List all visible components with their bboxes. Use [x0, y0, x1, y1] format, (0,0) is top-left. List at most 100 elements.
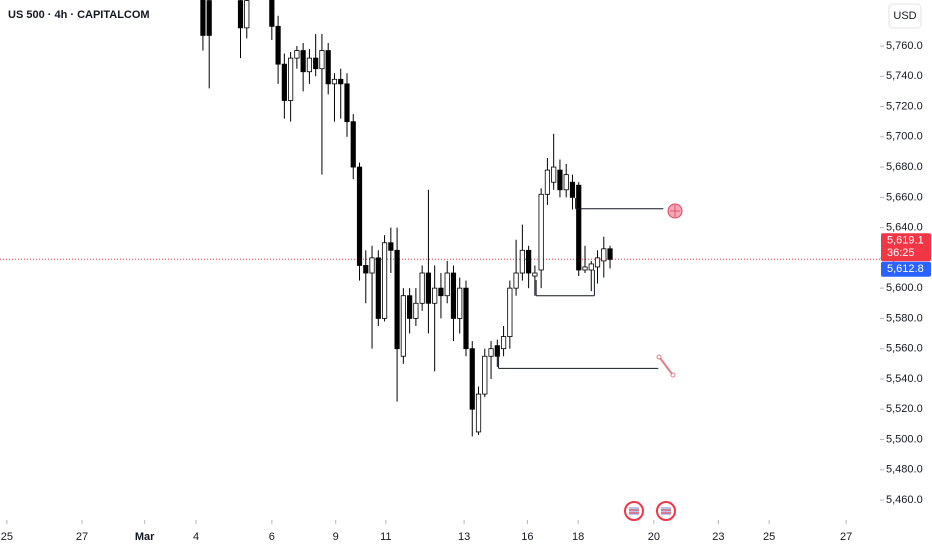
candle-body — [532, 272, 538, 277]
candle-body — [475, 393, 482, 433]
y-tick-label: 5,460.0 — [886, 494, 923, 506]
candle-body — [338, 78, 344, 85]
y-tick-label: 5,480.0 — [886, 464, 923, 476]
candle-body — [388, 242, 394, 251]
x-tick-label: 9 — [333, 531, 339, 543]
candle-body — [344, 83, 350, 123]
x-tick-label: 27 — [76, 531, 88, 543]
x-tick-label: 4 — [193, 531, 199, 543]
candle-body — [375, 257, 381, 319]
y-tick-label: 5,560.0 — [886, 343, 923, 355]
y-tick-label: 5,640.0 — [886, 222, 923, 234]
candle-body — [601, 248, 607, 262]
candle-body — [576, 184, 582, 271]
candle-body — [407, 295, 413, 319]
candle-body — [594, 257, 601, 268]
candle-body — [294, 50, 300, 59]
candle-body — [350, 121, 356, 168]
candle-body — [381, 242, 388, 319]
x-tick-label: 27 — [840, 531, 852, 543]
candle-body — [269, 0, 275, 27]
y-tick-label: 5,500.0 — [886, 433, 923, 445]
x-tick-label: 18 — [572, 531, 584, 543]
candle-body — [500, 336, 507, 350]
candle-body — [425, 272, 432, 304]
y-tick-label: 5,520.0 — [886, 403, 923, 415]
x-tick-label: 25 — [763, 531, 775, 543]
candle-body — [394, 249, 400, 350]
x-tick-label: 16 — [521, 531, 533, 543]
candle-body — [200, 0, 206, 36]
x-tick-label: 6 — [269, 531, 275, 543]
price-label-box — [881, 261, 931, 277]
countdown: 36:25 — [887, 247, 915, 259]
y-tick-label: 5,580.0 — [886, 312, 923, 324]
x-tick-label: 23 — [712, 531, 724, 543]
y-tick-label: 5,720.0 — [886, 100, 923, 112]
candle-body — [463, 287, 469, 350]
candle-body — [413, 302, 419, 319]
candle-body — [400, 295, 406, 357]
candle-body — [569, 181, 576, 198]
candle-body — [507, 287, 513, 337]
candle-body — [244, 0, 250, 29]
price-label: 5,619.1 — [887, 235, 924, 247]
candle-body — [457, 287, 463, 319]
event-flag — [656, 501, 676, 521]
candle-body — [275, 25, 281, 65]
candle-body — [300, 50, 306, 73]
bone-icon — [656, 354, 676, 378]
candle-body — [313, 57, 319, 70]
event-flag — [624, 501, 644, 521]
candle-body — [419, 272, 425, 304]
x-tick-label: Mar — [135, 531, 155, 543]
y-tick-label: 5,740.0 — [886, 70, 923, 82]
candle-body — [288, 57, 294, 101]
candle-body — [363, 265, 369, 274]
candle-body — [544, 169, 551, 195]
candle-body — [444, 272, 450, 297]
candle-body — [450, 272, 457, 319]
candle-body — [237, 0, 244, 29]
price-label: 5,612.8 — [887, 263, 924, 275]
candle-body — [319, 50, 325, 70]
price-label-box — [881, 233, 931, 262]
plot-area — [0, 0, 880, 437]
x-tick-label: 20 — [648, 531, 660, 543]
x-tick-label: 25 — [1, 531, 13, 543]
candle-body — [582, 266, 588, 271]
candle-body — [356, 166, 363, 266]
y-tick-label: 5,700.0 — [886, 131, 923, 143]
candle-body — [469, 348, 475, 410]
y-tick-label: 5,760.0 — [886, 40, 923, 52]
candle-body — [563, 174, 569, 191]
candle-body — [306, 57, 313, 73]
candle-body — [551, 166, 557, 183]
candle-body — [432, 287, 438, 304]
candle-body — [607, 248, 613, 260]
currency-button[interactable] — [888, 3, 922, 29]
candle-body — [538, 193, 544, 271]
candle-body — [513, 272, 519, 289]
candle-body — [281, 63, 287, 101]
y-tick-label: 5,540.0 — [886, 373, 923, 385]
candle-body — [482, 355, 488, 395]
candle-body — [557, 169, 563, 191]
candle-body — [494, 345, 500, 357]
candle-body — [369, 257, 375, 274]
brain-icon — [667, 203, 683, 219]
y-tick-label: 5,660.0 — [886, 191, 923, 203]
candle-body — [588, 263, 594, 271]
candle-body — [331, 78, 338, 85]
candle-body — [438, 287, 444, 297]
y-tick-label: 5,680.0 — [886, 161, 923, 173]
candle-body — [325, 50, 331, 85]
chart-title: US 500 · 4h · CAPITALCOM — [8, 9, 150, 21]
candle-body — [488, 348, 494, 357]
candle-body — [519, 249, 525, 274]
x-tick-label: 13 — [458, 531, 470, 543]
candle-body — [526, 249, 532, 274]
y-tick-label: 5,600.0 — [886, 282, 923, 294]
currency[interactable]: USD — [893, 10, 916, 22]
